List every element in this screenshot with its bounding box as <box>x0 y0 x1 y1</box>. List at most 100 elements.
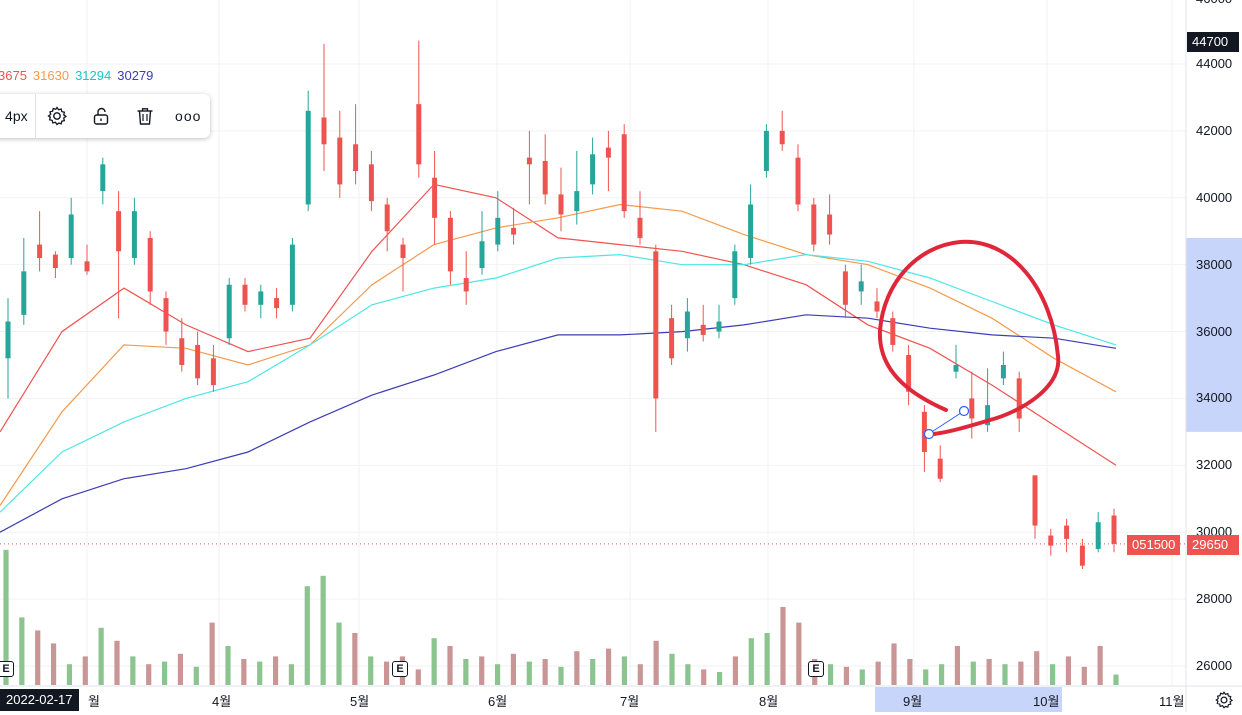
price-tick-label: 36000 <box>1196 323 1233 339</box>
time-tick-label: 11월 <box>1159 694 1185 709</box>
volume-bar <box>35 630 41 685</box>
volume-bar <box>875 661 881 685</box>
candle-body <box>116 211 122 252</box>
candle-body <box>779 130 785 145</box>
candle-body <box>858 281 864 292</box>
volume-bar <box>923 669 929 685</box>
more-button[interactable]: ooo <box>166 94 210 138</box>
candle-body <box>1111 515 1117 544</box>
candle-body <box>511 227 517 235</box>
unlock-icon <box>93 107 109 125</box>
time-tick-label: 8월 <box>759 694 779 709</box>
volume-bar <box>209 622 215 685</box>
candle-body <box>84 261 90 272</box>
earnings-marker[interactable]: E <box>392 661 408 677</box>
volume-bar <box>526 661 532 685</box>
hand-drawn-circle-annotation <box>877 239 1061 436</box>
ma-line-4 <box>0 314 1117 533</box>
volume-bar <box>415 669 421 685</box>
volume-bar <box>907 659 913 685</box>
candle-body <box>21 271 27 315</box>
volume-bar <box>383 661 390 685</box>
earnings-marker[interactable]: E <box>808 661 824 677</box>
volume-bar <box>1097 646 1103 685</box>
trend-line-handle-end <box>958 405 970 417</box>
volume-bar <box>780 607 786 685</box>
candle-body <box>258 291 264 305</box>
volume-bar <box>98 627 104 685</box>
volume-bar <box>161 661 168 685</box>
time-tick-label: 10월 <box>1033 694 1060 709</box>
countdown-badge: 051500 <box>1127 535 1181 555</box>
candle-body <box>242 284 248 305</box>
candle-body <box>732 251 738 299</box>
time-tick-label: 월 <box>88 694 100 709</box>
lock-button[interactable] <box>79 94 123 138</box>
volume-bar <box>257 661 263 685</box>
volume-bar <box>1081 666 1087 685</box>
ma-line-3 <box>0 253 1117 513</box>
volume-bar <box>82 656 88 685</box>
volume-bar <box>431 638 437 685</box>
candle-body <box>274 298 280 309</box>
earnings-marker[interactable]: E <box>0 661 14 677</box>
volume-bar <box>574 651 580 685</box>
delete-button[interactable] <box>123 94 167 138</box>
candle-body <box>179 338 185 365</box>
candle-body <box>684 311 690 339</box>
candle-body <box>226 284 232 339</box>
volume-bar <box>859 669 865 685</box>
candle-body <box>795 157 801 205</box>
candle-body <box>969 398 975 419</box>
candle-body <box>400 244 406 258</box>
price-range-highlight <box>1186 237 1242 432</box>
ma-label-3: 31294 <box>75 68 112 83</box>
volume-bar <box>542 659 548 685</box>
volume-bar <box>1034 651 1040 685</box>
volume-bar <box>748 638 754 685</box>
volume-bar <box>954 646 961 685</box>
volume-bar <box>494 664 501 685</box>
candle-body <box>590 154 596 185</box>
volume-bar <box>590 659 596 685</box>
ma-label-2: 31630 <box>32 68 70 83</box>
candle-body <box>479 241 485 269</box>
candle-body <box>748 204 754 258</box>
settings-button[interactable] <box>36 94 80 138</box>
volume-bar <box>225 646 231 685</box>
volume-bar <box>146 664 152 685</box>
ma-label-1: 3675 <box>0 68 27 83</box>
line-width-button[interactable]: 4px <box>0 94 36 138</box>
trend-line-drawing <box>929 410 965 434</box>
candle-body <box>716 321 722 332</box>
candle-body <box>432 177 438 218</box>
candle-body <box>1079 545 1085 566</box>
candle-body <box>669 318 675 359</box>
candle-body <box>621 134 627 212</box>
time-tick-label: 4월 <box>212 694 232 709</box>
volume-bar <box>621 656 628 685</box>
volume-bar <box>701 669 707 685</box>
candle-body <box>447 217 453 272</box>
price-tick-label: 34000 <box>1196 390 1233 406</box>
volume-bar <box>241 659 247 685</box>
volume-bar <box>669 653 675 685</box>
candle-body <box>906 354 912 392</box>
volume-bar <box>177 653 184 685</box>
volume-bar <box>1049 664 1056 685</box>
volume-bar <box>114 640 120 685</box>
candle-body <box>937 458 943 479</box>
time-tick-label: 7월 <box>620 694 640 709</box>
volume-bar <box>1113 674 1119 685</box>
more-icon: ooo <box>175 108 202 124</box>
candle-body <box>558 194 564 215</box>
volume-bar <box>304 586 310 685</box>
candle-body <box>1064 525 1070 539</box>
candle-body <box>384 204 390 232</box>
axis-settings-button[interactable] <box>1214 690 1234 715</box>
candle-body <box>368 164 374 202</box>
price-tick-label: 44000 <box>1196 56 1233 71</box>
volume-bar <box>605 648 612 685</box>
volume-bar <box>827 664 834 685</box>
